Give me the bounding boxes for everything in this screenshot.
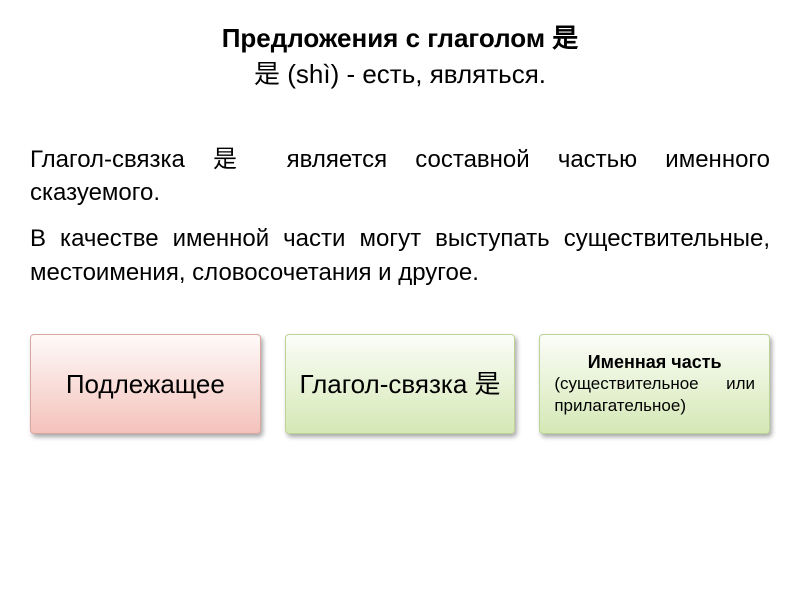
paragraph-1: Глагол-связка 是 является составной часть…	[30, 143, 770, 210]
box-verb-label: Глагол-связка 是	[296, 369, 505, 400]
box-subject-label: Подлежащее	[41, 369, 250, 400]
title-block: Предложения с глаголом 是 是 (shì) - есть,…	[30, 20, 770, 93]
paragraph-2: В качестве именной части могут выступать…	[30, 222, 770, 289]
box-nominal: Именная часть (существительное или прила…	[539, 334, 770, 434]
box-nominal-sub: (существительное или прилагательное)	[550, 373, 759, 416]
title-line2: 是 (shì) - есть, являться.	[30, 56, 770, 92]
box-subject: Подлежащее	[30, 334, 261, 434]
title-line1: Предложения с глаголом 是	[30, 20, 770, 56]
box-verb: Глагол-связка 是	[285, 334, 516, 434]
box-nominal-title: Именная часть	[550, 352, 759, 373]
boxes-row: Подлежащее Глагол-связка 是 Именная часть…	[30, 334, 770, 434]
